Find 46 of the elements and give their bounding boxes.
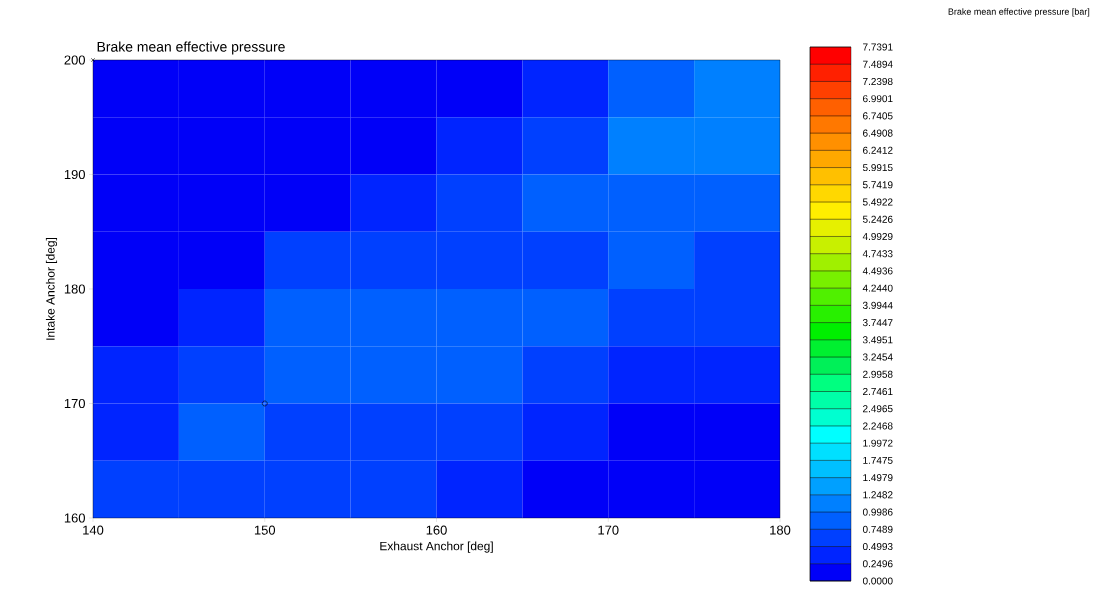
color-bar-title: Brake mean effective pressure [bar] [948,8,1090,17]
color-bar-label: 3.9944 [862,301,893,309]
color-bar-label: 3.2454 [862,353,893,361]
color-bar-label: 1.2482 [863,491,893,499]
color-bar-label: 3.4951 [862,336,893,344]
y-tick-label: 180 [64,284,85,294]
x-axis-title: Exhaust Anchor [deg] [380,541,493,553]
chart-title: Brake mean effective pressure [97,41,285,55]
y-tick-label: 200 [64,55,85,65]
color-bar-label: 7.4894 [863,60,893,68]
color-bar-label: 5.2426 [862,215,893,223]
color-bar-label: 2.2468 [863,422,893,430]
y-axis-title: Intake Anchor [deg] [45,238,58,340]
color-bar-label: 5.4922 [862,198,893,206]
color-bar-label: 0.0000 [862,577,893,585]
color-bar-label: 3.7447 [862,319,893,327]
color-bar-label: 1.9972 [863,439,893,447]
color-bar-label: 2.9958 [863,370,893,378]
color-bar-label: 2.7461 [863,387,893,396]
color-bar-label: 0.4993 [862,543,893,551]
color-bar-label: 4.4936 [862,267,893,275]
color-bar-label: 0.2496 [862,560,893,568]
color-bar-label: 6.2412 [863,146,893,154]
x-tick-label: 160 [426,525,447,535]
color-bar-label: 1.4979 [863,474,893,482]
x-tick-label: 180 [770,525,791,535]
color-bar-label: 0.7489 [862,525,893,533]
color-bar-label: 6.9901 [863,95,893,103]
y-tick-label: 160 [64,513,85,523]
color-bar-label: 6.4908 [863,129,893,137]
color-bar-label: 0.9986 [862,508,893,516]
color-bar-label: 7.2398 [863,77,893,85]
y-tick-label: 190 [64,169,85,180]
color-bar-label: 4.7433 [862,250,893,258]
color-bar-label: 2.4965 [863,405,893,413]
x-tick-label: 170 [598,525,619,535]
color-bar-label: 4.2440 [862,284,893,292]
color-bar-label: 6.7405 [863,112,893,120]
y-tick-label: 170 [64,398,85,409]
color-bar-label: 7.7391 [863,43,893,51]
color-bar-label: 5.7419 [862,181,893,189]
color-bar-label: 5.9915 [862,164,893,172]
x-tick-label: 140 [83,525,104,535]
x-tick-label: 150 [254,525,276,535]
color-bar-label: 4.9929 [862,232,893,240]
color-bar-label: 1.7475 [863,456,893,464]
